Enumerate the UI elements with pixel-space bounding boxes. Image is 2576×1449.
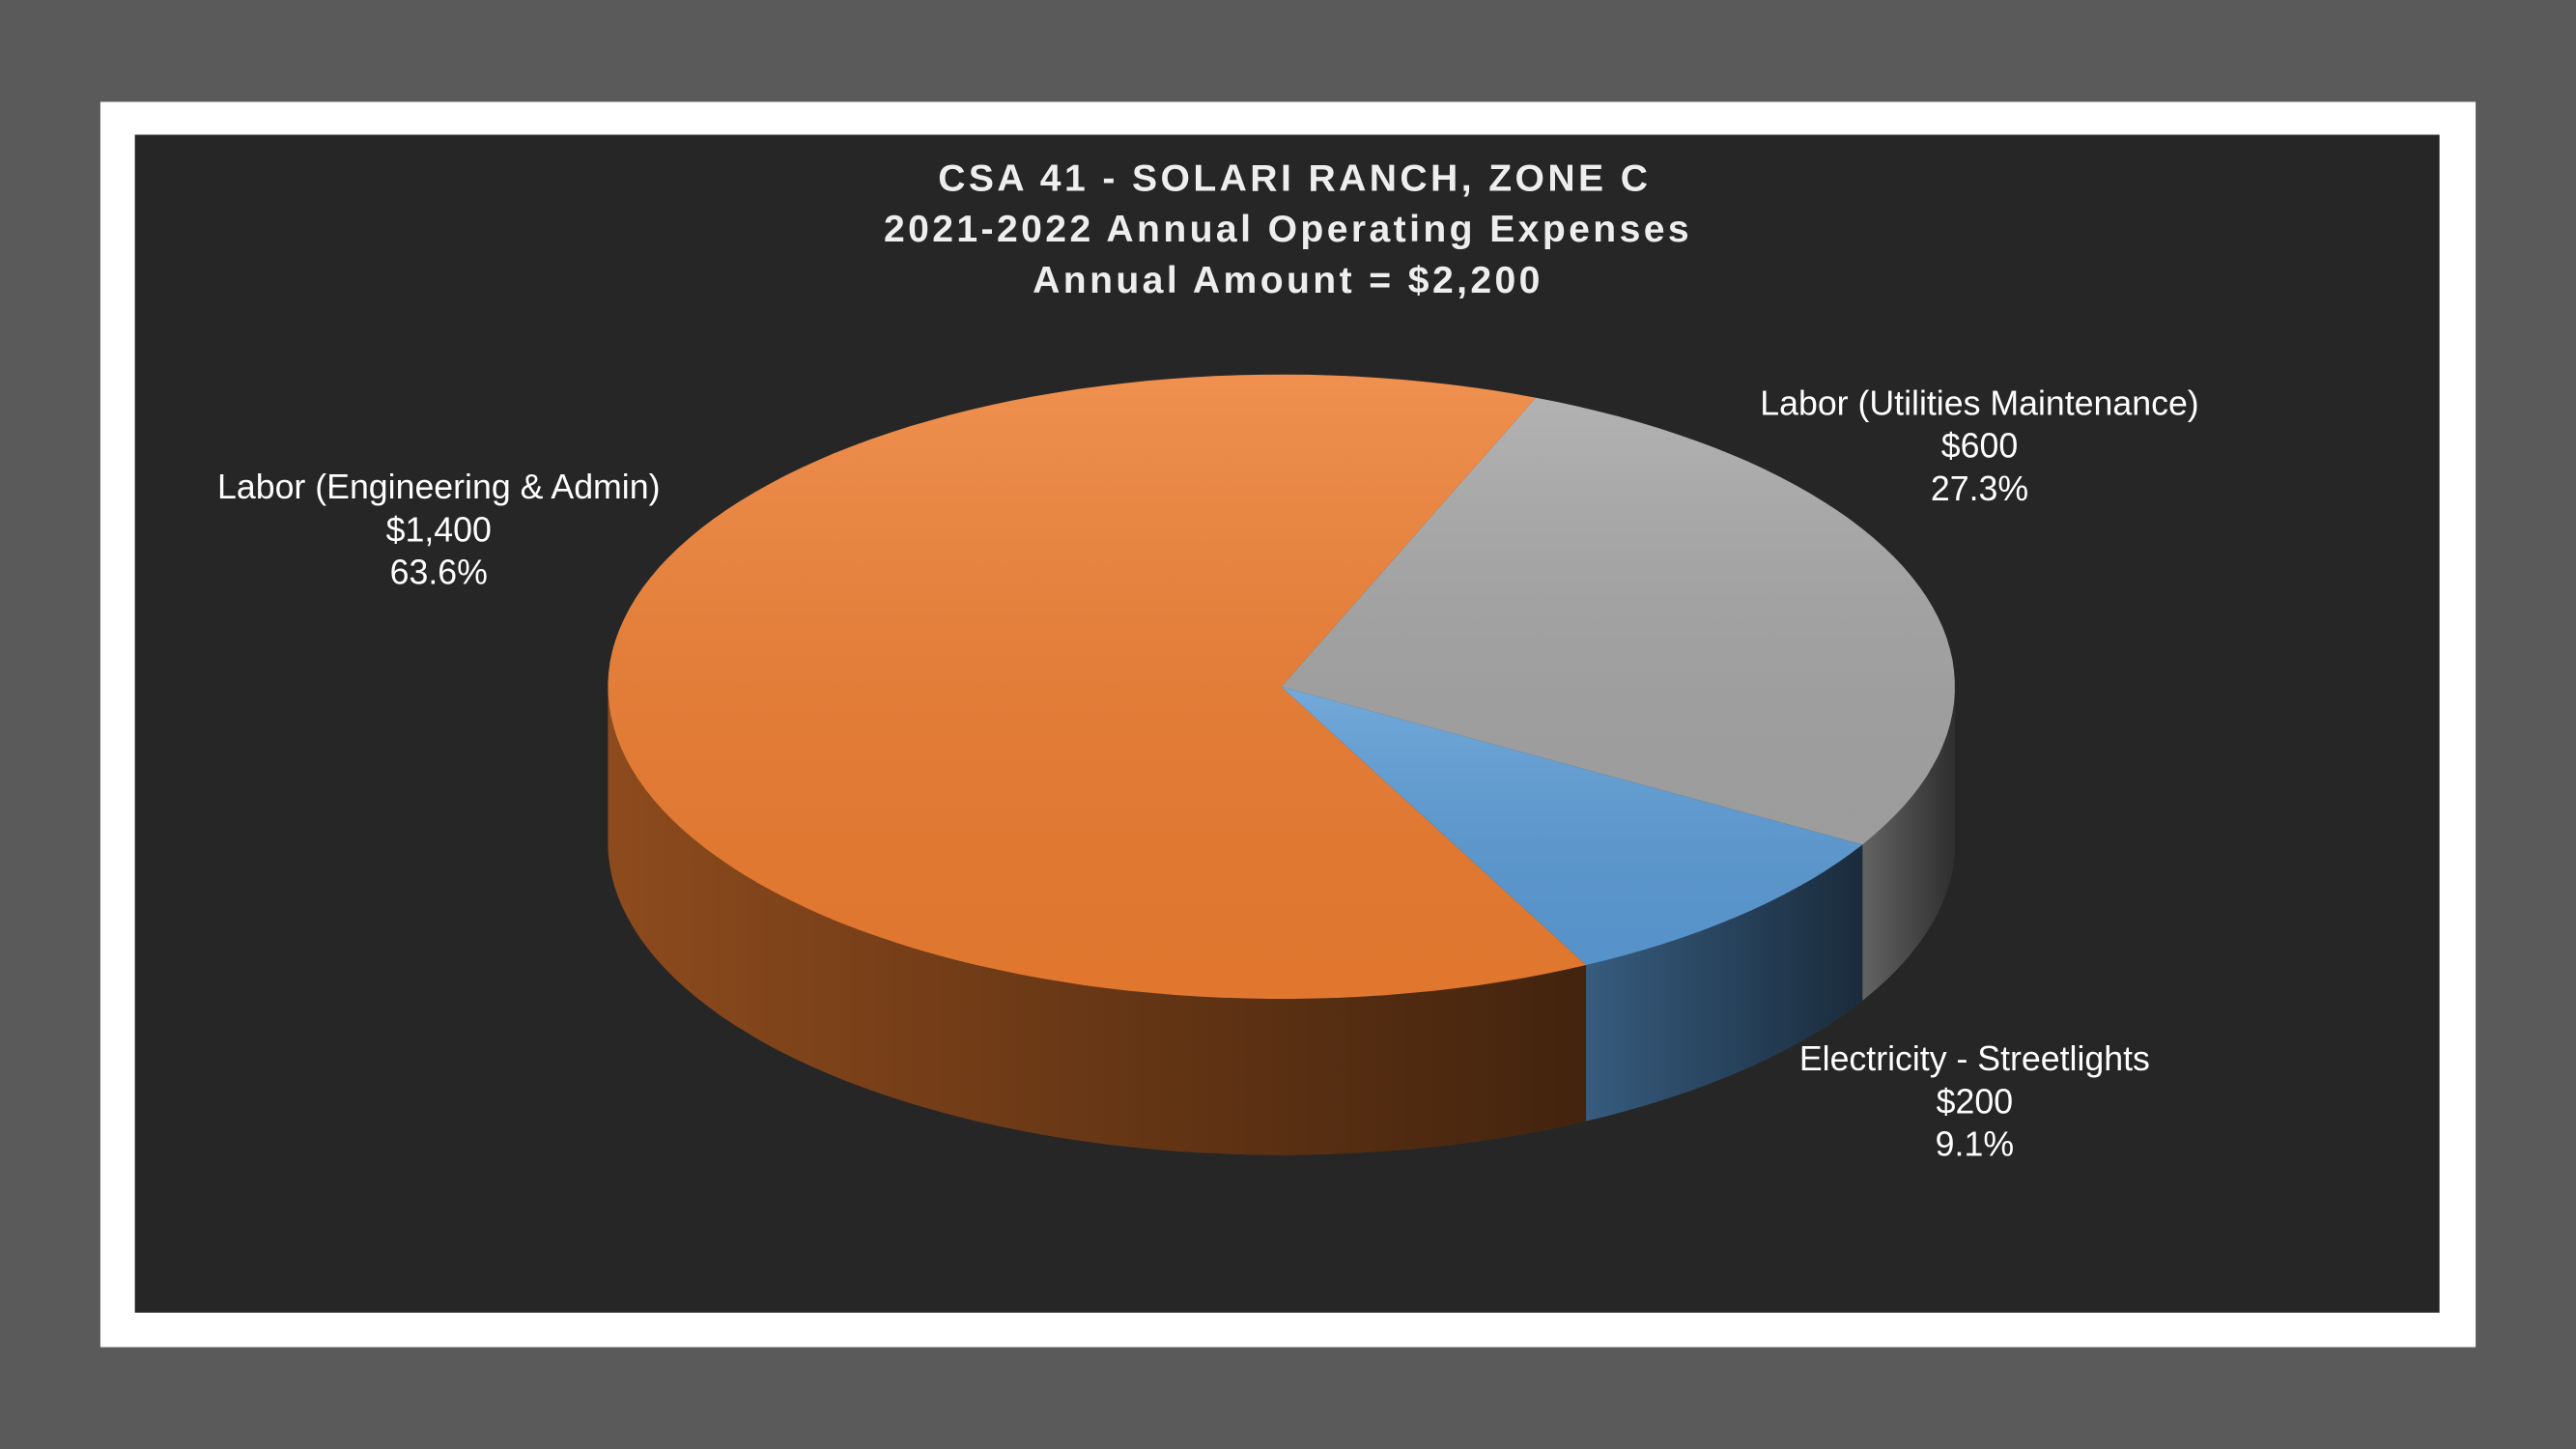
slice-side-shade bbox=[1586, 844, 1863, 1122]
percent-label: 27.3% bbox=[1931, 469, 2028, 508]
slice-side-shade bbox=[608, 686, 1587, 1155]
value-label: $200 bbox=[1937, 1082, 2013, 1121]
chart-title: CSA 41 - SOLARI RANCH, ZONE C bbox=[938, 157, 1651, 199]
slice-highlight bbox=[1281, 397, 1955, 845]
value-label: $600 bbox=[1941, 427, 2018, 466]
slice-label: Labor (Utilities Maintenance) bbox=[1760, 384, 2198, 423]
chart-subtitle: Annual Amount = $2,200 bbox=[1033, 260, 1543, 301]
percent-label: 9.1% bbox=[1936, 1125, 2014, 1164]
chart-subtitle: 2021-2022 Annual Operating Expenses bbox=[884, 209, 1692, 250]
slice-label: Electricity - Streetlights bbox=[1799, 1039, 2150, 1078]
slice-highlight bbox=[608, 374, 1587, 1000]
value-label: $1,400 bbox=[386, 510, 492, 549]
slice-label: Labor (Engineering & Admin) bbox=[217, 468, 660, 506]
slice-side-shade bbox=[1862, 686, 1955, 1001]
percent-label: 63.6% bbox=[390, 554, 488, 592]
slice-highlight bbox=[1281, 686, 1863, 965]
pie bbox=[608, 374, 1955, 1155]
